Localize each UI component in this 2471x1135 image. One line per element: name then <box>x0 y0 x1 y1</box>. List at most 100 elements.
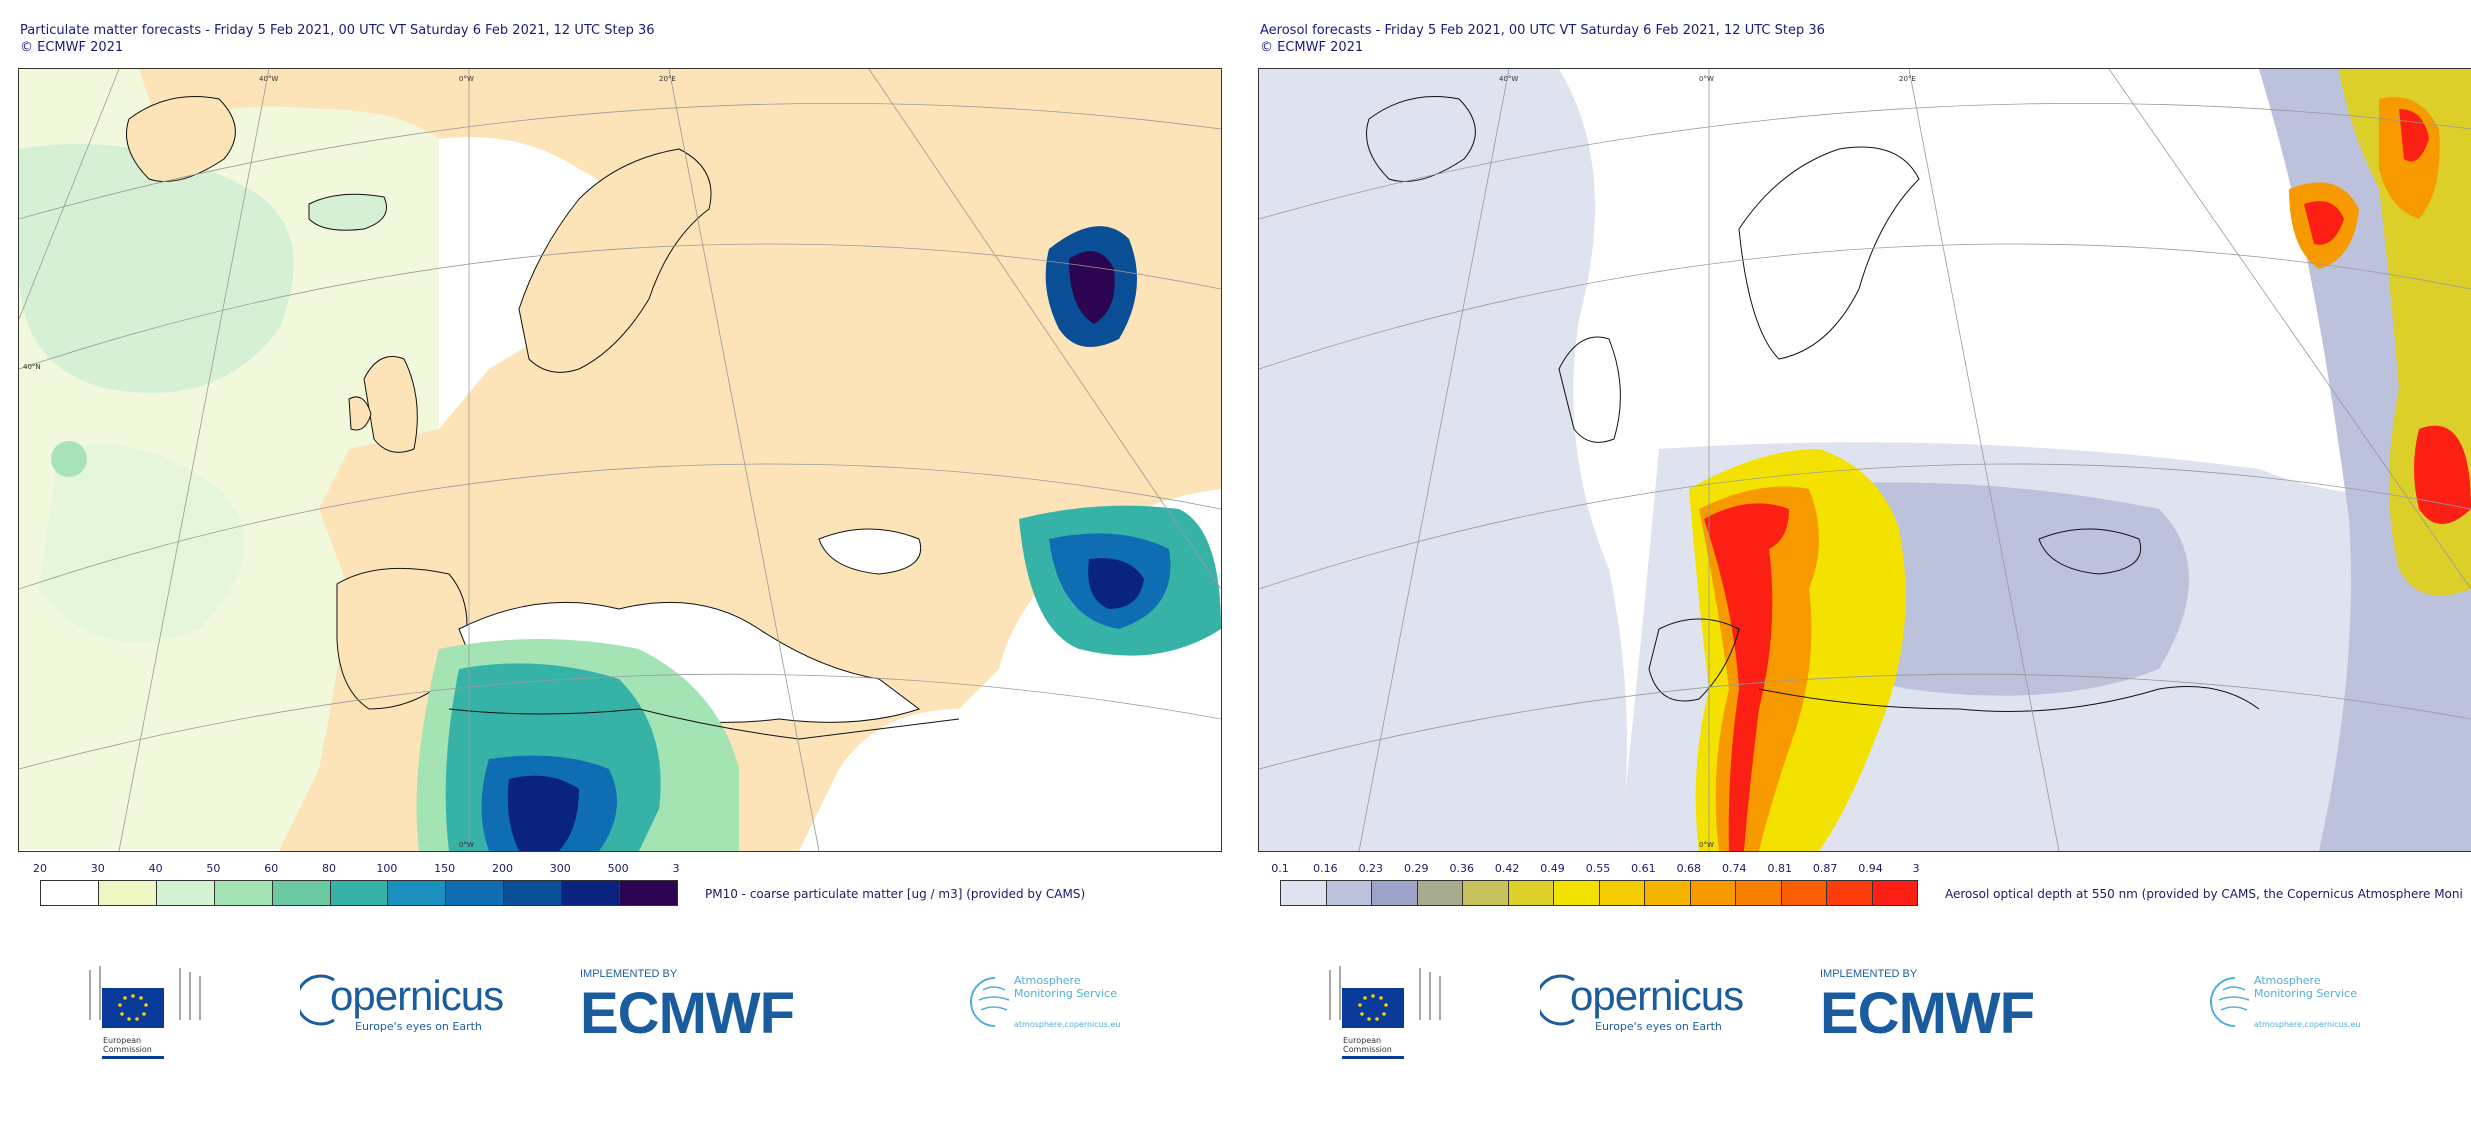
ec-caption: European Commission <box>103 1036 152 1054</box>
aod-panel: Aerosol forecasts - Friday 5 Feb 2021, 0… <box>1240 0 2471 1135</box>
ams-url: atmosphere.copernicus.eu <box>1014 1020 1121 1029</box>
aod-colorbar-label: Aerosol optical depth at 550 nm (provide… <box>1945 887 2463 901</box>
colorbar-segment <box>1599 881 1645 905</box>
colorbar-segment <box>1827 881 1873 905</box>
lon-tick-40w: 40°W <box>259 75 278 83</box>
cbar-tick: 60 <box>264 862 279 875</box>
colorbar-segment <box>562 881 621 905</box>
colorbar-segment <box>156 881 215 905</box>
copernicus-tagline: Europe's eyes on Earth <box>1595 1020 1722 1033</box>
cbar-tick: 0.87 <box>1812 862 1838 875</box>
copernicus-tagline: Europe's eyes on Earth <box>355 1020 482 1033</box>
ec-caption-2: Commission <box>1343 1045 1392 1054</box>
colorbar-segment <box>272 881 331 905</box>
pm10-title: Particulate matter forecasts - Friday 5 … <box>20 22 655 56</box>
copernicus-c-icon <box>300 974 335 1026</box>
colorbar-segment <box>41 881 99 905</box>
cbar-tick: 40 <box>148 862 163 875</box>
cbar-tick: 0.29 <box>1403 862 1429 875</box>
cbar-tick: 0.61 <box>1631 862 1656 875</box>
cbar-tick: 100 <box>376 862 398 875</box>
ec-caption-1: European <box>103 1036 142 1045</box>
pm10-map-canvas: 0°W 40°W 20°E 0°W 40°N <box>19 69 1221 851</box>
ec-caption-2: Commission <box>103 1045 152 1054</box>
colorbar-segment <box>1281 881 1327 905</box>
ams-line1: Atmosphere <box>1014 974 1081 987</box>
colorbar-segment <box>1417 881 1463 905</box>
ams-line1: Atmosphere <box>2254 974 2321 987</box>
colorbar-segment <box>214 881 273 905</box>
cbar-tick: 0.81 <box>1767 862 1792 875</box>
cbar-tick: 50 <box>206 862 221 875</box>
pm10-map[interactable]: 0°W 40°W 20°E 0°W 40°N <box>18 68 1222 852</box>
lon-tick-20e: 20°E <box>659 75 676 83</box>
cbar-tick: 20 <box>33 862 47 875</box>
ecmwf-logo-text: ECMWF <box>1820 981 2035 1046</box>
ecmwf-logo-text: ECMWF <box>580 981 795 1046</box>
cbar-tick: 500 <box>607 862 629 875</box>
pm10-colorbar-label: PM10 - coarse particulate matter [ug / m… <box>705 887 1086 901</box>
lon-tick-bottom-0w: 0°W <box>459 841 474 849</box>
colorbar-segment <box>504 881 563 905</box>
pm10-copyright: © ECMWF 2021 <box>20 40 124 55</box>
cbar-tick: 0.23 <box>1358 862 1384 875</box>
pm10-colorbar <box>40 880 678 906</box>
ams-text: Atmosphere Monitoring Service <box>2254 974 2357 1000</box>
colorbar-segment <box>1326 881 1372 905</box>
implemented-by-label: IMPLEMENTED BY <box>580 968 678 980</box>
cbar-tick: 0.36 <box>1449 862 1474 875</box>
logo-strip: European Commission opernicus Europe's e… <box>0 960 1235 1080</box>
cbar-tick: 30 <box>90 862 105 875</box>
colorbar-segment <box>1736 881 1782 905</box>
atmosphere-service-icon <box>2210 977 2250 1027</box>
pm10-panel: Particulate matter forecasts - Friday 5 … <box>0 0 1235 1135</box>
lat-tick-40n: 40°N <box>23 363 41 371</box>
ec-caption-1: European <box>1343 1036 1382 1045</box>
colorbar-segment <box>620 881 677 905</box>
ams-text: Atmosphere Monitoring Service <box>1014 974 1117 1000</box>
aod-lon-tick-0w: 0°W <box>1699 75 1714 83</box>
copernicus-logo-text: opernicus <box>1570 972 1744 1019</box>
colorbar-segment <box>388 881 447 905</box>
copernicus-c-icon <box>1540 974 1575 1026</box>
colorbar-segment <box>1372 881 1418 905</box>
aod-copyright: © ECMWF 2021 <box>1260 40 1364 55</box>
cbar-tick: 300 <box>549 862 571 875</box>
aod-title-line1: Aerosol forecasts - Friday 5 Feb 2021, 0… <box>1260 23 1825 38</box>
european-commission-logo <box>1329 966 1441 1059</box>
colorbar-segment <box>1508 881 1554 905</box>
aod-colorbar <box>1280 880 1918 906</box>
cbar-tick: 0.68 <box>1676 862 1702 875</box>
cbar-tick: 0.94 <box>1858 862 1883 875</box>
european-commission-logo <box>89 966 201 1059</box>
ec-caption: European Commission <box>1343 1036 1392 1054</box>
lon-tick-0w: 0°W <box>459 75 474 83</box>
colorbar-segment <box>1463 881 1509 905</box>
ams-line2: Monitoring Service <box>1014 987 1117 1000</box>
cbar-tick: 0.1 <box>1271 862 1289 875</box>
colorbar-segment <box>330 881 389 905</box>
aod-map-canvas: 0°W 40°W 20°E 0°W <box>1259 69 2471 851</box>
cbar-tick: 150 <box>434 862 456 875</box>
cbar-tick: 0.55 <box>1585 862 1611 875</box>
cbar-tick: 3 <box>672 862 680 875</box>
aod-lon-tick-40w: 40°W <box>1499 75 1518 83</box>
colorbar-segment <box>1872 881 1917 905</box>
aod-title: Aerosol forecasts - Friday 5 Feb 2021, 0… <box>1260 22 1825 56</box>
colorbar-segment <box>1690 881 1736 905</box>
cbar-tick: 3 <box>1912 862 1920 875</box>
cbar-tick: 0.49 <box>1540 862 1565 875</box>
colorbar-segment <box>1554 881 1600 905</box>
colorbar-segment <box>98 881 157 905</box>
aod-lon-tick-20e: 20°E <box>1899 75 1916 83</box>
logo-strip-right: European Commission opernicus Europe's e… <box>1240 960 2471 1080</box>
pm10-colorbar-ticks: 20 30 40 50 60 80 100 150 200 300 500 3 <box>33 862 680 876</box>
aod-colorbar-ticks: 0.1 0.16 0.23 0.29 0.36 0.42 0.49 0.55 0… <box>1271 862 1919 876</box>
colorbar-segment <box>1645 881 1691 905</box>
implemented-by-label: IMPLEMENTED BY <box>1820 968 1918 980</box>
cbar-tick: 0.74 <box>1721 862 1747 875</box>
aod-lon-tick-bottom-0w: 0°W <box>1699 841 1714 849</box>
colorbar-segment <box>1781 881 1827 905</box>
aod-map[interactable]: 0°W 40°W 20°E 0°W <box>1258 68 2471 852</box>
pm10-title-line1: Particulate matter forecasts - Friday 5 … <box>20 23 655 38</box>
